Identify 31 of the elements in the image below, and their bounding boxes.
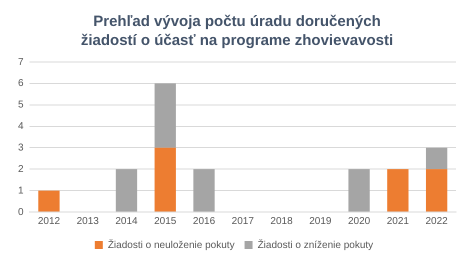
bar [426, 148, 448, 170]
x-tick-label: 2019 [309, 216, 332, 227]
x-tick-label: 2015 [154, 216, 177, 227]
bar [426, 169, 448, 212]
x-tick-label: 2020 [348, 216, 371, 227]
y-tick-label: 1 [18, 185, 24, 196]
x-tick-label: 2016 [192, 216, 216, 227]
y-tick-label: 0 [18, 206, 24, 218]
y-tick-label: 6 [18, 78, 24, 90]
x-tick-label: 2014 [115, 216, 138, 227]
bar [348, 169, 370, 212]
legend-label: Žiadosti o zníženie pokuty [258, 238, 374, 251]
bar [154, 148, 176, 212]
bar [116, 169, 138, 212]
bar [387, 169, 409, 212]
y-tick-label: 5 [18, 100, 24, 111]
y-tick-label: 4 [18, 121, 24, 132]
x-tick-label: 2022 [425, 216, 448, 227]
y-tick-label: 3 [18, 142, 24, 154]
y-tick-label: 7 [18, 56, 24, 68]
x-tick-label: 2017 [232, 216, 254, 227]
x-tick-label: 2021 [386, 216, 410, 227]
chart-title: Prehľad vývoja počtu úradu doručených žiadostí o účasť na programe zhovievavosti [80, 12, 394, 50]
bar [38, 190, 60, 212]
x-tick-label: 2012 [38, 216, 61, 227]
bar [154, 83, 176, 148]
legend-label: Žiadosti o neuloženie pokuty [108, 238, 235, 251]
x-tick-label: 2013 [76, 216, 100, 227]
y-tick-label: 2 [18, 164, 24, 175]
bar [193, 169, 215, 212]
x-tick-label: 2018 [270, 216, 294, 227]
